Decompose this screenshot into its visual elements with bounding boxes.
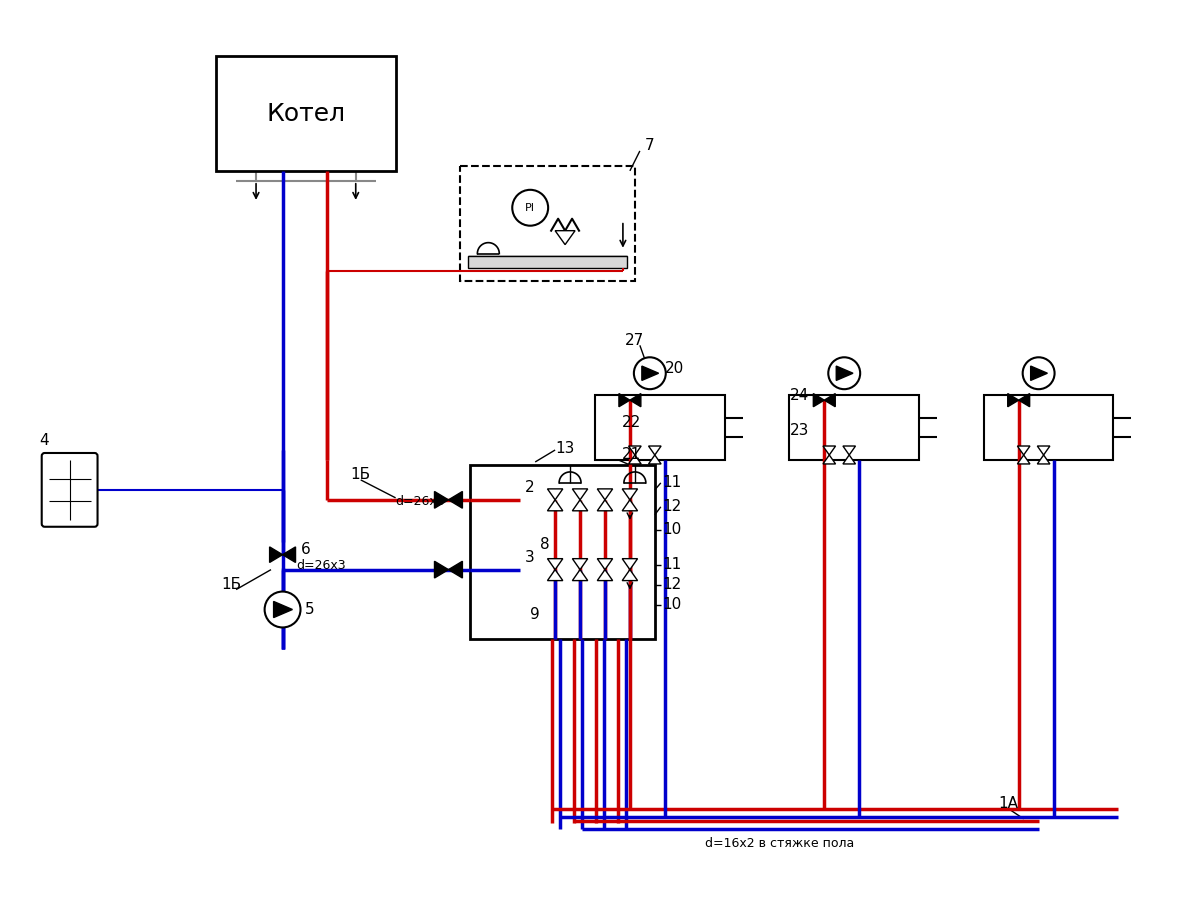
Polygon shape	[1031, 366, 1047, 381]
Polygon shape	[434, 562, 449, 578]
Text: 10: 10	[663, 597, 682, 612]
Text: 4: 4	[39, 433, 49, 447]
Polygon shape	[547, 559, 563, 570]
Polygon shape	[823, 446, 835, 455]
Text: 8: 8	[540, 537, 550, 553]
Text: 5: 5	[305, 602, 314, 617]
Text: 12: 12	[663, 500, 682, 514]
Text: 12: 12	[663, 577, 682, 592]
Text: 10: 10	[663, 522, 682, 537]
Polygon shape	[823, 455, 835, 464]
Text: 21: 21	[622, 447, 641, 463]
Text: 20: 20	[665, 361, 684, 376]
Bar	[217, 56, 395, 171]
Polygon shape	[649, 446, 662, 455]
Text: 1Б: 1Б	[221, 577, 242, 592]
Polygon shape	[1038, 455, 1050, 464]
Circle shape	[264, 591, 301, 627]
Polygon shape	[449, 562, 463, 578]
Text: 11: 11	[663, 475, 682, 491]
Polygon shape	[843, 446, 856, 455]
Circle shape	[828, 357, 860, 389]
Text: d=26x3: d=26x3	[296, 559, 345, 572]
Text: 23: 23	[789, 423, 809, 437]
Polygon shape	[572, 489, 588, 500]
Polygon shape	[837, 366, 853, 381]
FancyBboxPatch shape	[42, 453, 98, 526]
Polygon shape	[825, 393, 835, 407]
Text: 1Б: 1Б	[351, 467, 371, 482]
Polygon shape	[270, 547, 282, 562]
Polygon shape	[547, 489, 563, 500]
Polygon shape	[622, 500, 638, 511]
Text: 24: 24	[789, 388, 809, 402]
Text: 2: 2	[525, 481, 534, 495]
Polygon shape	[555, 230, 575, 245]
Text: 6: 6	[301, 542, 311, 557]
Polygon shape	[282, 547, 295, 562]
Polygon shape	[1017, 455, 1031, 464]
Polygon shape	[274, 601, 293, 617]
Polygon shape	[597, 570, 613, 580]
Bar	[469, 256, 627, 267]
Polygon shape	[597, 500, 613, 511]
Polygon shape	[597, 489, 613, 500]
Text: Котел: Котел	[267, 102, 345, 125]
Polygon shape	[547, 500, 563, 511]
Bar	[984, 395, 1114, 460]
Text: 22: 22	[622, 415, 641, 429]
Circle shape	[634, 357, 665, 389]
Polygon shape	[619, 393, 630, 407]
Polygon shape	[628, 455, 641, 464]
Polygon shape	[572, 570, 588, 580]
Text: 3: 3	[525, 550, 536, 565]
Text: 13: 13	[556, 440, 575, 455]
Polygon shape	[449, 491, 463, 508]
Polygon shape	[641, 366, 658, 381]
Bar	[789, 395, 919, 460]
Polygon shape	[843, 455, 856, 464]
Polygon shape	[547, 570, 563, 580]
Polygon shape	[622, 559, 638, 570]
Polygon shape	[597, 559, 613, 570]
Polygon shape	[572, 500, 588, 511]
Text: 11: 11	[663, 557, 682, 572]
Text: d=16x2 в стяжке пола: d=16x2 в стяжке пола	[704, 837, 854, 850]
Circle shape	[512, 190, 549, 226]
Polygon shape	[1017, 446, 1031, 455]
Polygon shape	[622, 570, 638, 580]
Text: 7: 7	[645, 139, 654, 153]
Circle shape	[1022, 357, 1054, 389]
Polygon shape	[622, 489, 638, 500]
Polygon shape	[572, 559, 588, 570]
Text: 27: 27	[625, 333, 644, 347]
Polygon shape	[630, 393, 641, 407]
Polygon shape	[628, 446, 641, 455]
Polygon shape	[649, 455, 662, 464]
Polygon shape	[1038, 446, 1050, 455]
Polygon shape	[813, 393, 825, 407]
Polygon shape	[1019, 393, 1029, 407]
Polygon shape	[1008, 393, 1019, 407]
Text: 9: 9	[531, 607, 540, 622]
Bar	[595, 395, 725, 460]
Text: PI: PI	[525, 202, 536, 212]
Bar	[470, 465, 654, 639]
Bar	[461, 166, 635, 281]
Text: d=26x3: d=26x3	[395, 495, 445, 508]
Text: 1А: 1А	[998, 796, 1019, 812]
Polygon shape	[434, 491, 449, 508]
